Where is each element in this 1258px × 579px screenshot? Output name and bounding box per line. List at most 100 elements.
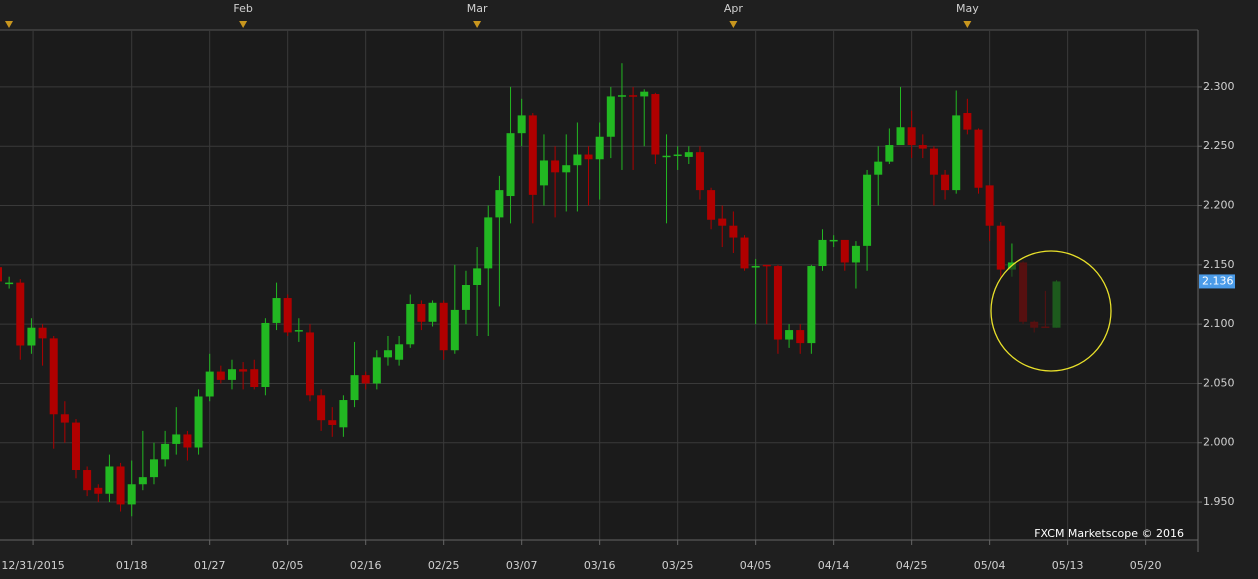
- y-tick-label: 2.000: [1203, 436, 1235, 449]
- candle-body: [929, 148, 938, 175]
- candle-body: [996, 225, 1005, 270]
- x-tick-label: 05/20: [1130, 559, 1162, 572]
- candle-body: [116, 466, 125, 505]
- month-label: Feb: [233, 2, 252, 15]
- candle-body: [395, 344, 404, 360]
- candle-body: [662, 155, 671, 158]
- candle-body: [38, 327, 47, 339]
- candle-body: [372, 357, 381, 384]
- y-tick-label: 2.050: [1203, 376, 1235, 389]
- candle-body: [896, 127, 905, 146]
- candle-body: [584, 154, 593, 160]
- candle-body: [974, 129, 983, 188]
- candle-body: [138, 477, 147, 485]
- candle-body: [0, 267, 2, 282]
- candle-body: [718, 218, 727, 226]
- candle-body: [149, 459, 158, 478]
- candle-body: [918, 145, 927, 149]
- candle-body: [283, 298, 292, 333]
- candle-body: [528, 115, 537, 195]
- candle-body: [851, 245, 860, 263]
- candle-body: [94, 487, 103, 494]
- candle-body: [684, 152, 693, 157]
- month-marker: [729, 21, 738, 28]
- month-label: May: [956, 2, 979, 15]
- candle-body: [673, 154, 682, 157]
- candle-body: [383, 350, 392, 358]
- highlight-circle: [990, 250, 1112, 372]
- candle-body: [840, 239, 849, 263]
- candle-body: [640, 91, 649, 97]
- candle-body: [963, 113, 972, 130]
- month-label: Mar: [467, 2, 488, 15]
- x-tick-label: 12/31/2015: [1, 559, 64, 572]
- candle-body: [740, 237, 749, 269]
- candle-body: [127, 484, 136, 505]
- last-price-box: [1199, 274, 1235, 289]
- candle-body: [5, 282, 14, 285]
- candle-body: [105, 466, 114, 494]
- candle-body: [985, 185, 994, 226]
- x-tick-label: 05/13: [1052, 559, 1084, 572]
- y-tick-label: 2.150: [1203, 258, 1235, 271]
- x-tick-label: 03/16: [584, 559, 616, 572]
- candle-body: [194, 396, 203, 448]
- candle-body: [250, 369, 259, 387]
- candle-body: [595, 136, 604, 160]
- candle-body: [707, 190, 716, 220]
- candle-body: [272, 298, 281, 323]
- x-tick-label: 02/25: [428, 559, 460, 572]
- y-tick-label: 2.200: [1203, 199, 1235, 212]
- candle-body: [829, 239, 838, 242]
- candle-body: [617, 95, 626, 97]
- candle-body: [629, 95, 638, 97]
- candle-body: [818, 239, 827, 267]
- candle-body: [785, 330, 794, 340]
- candle-body: [461, 285, 470, 310]
- x-tick-label: 02/16: [350, 559, 382, 572]
- candle-body: [49, 338, 58, 415]
- last-price-label: 2.136: [1202, 274, 1234, 287]
- x-tick-label: 03/25: [662, 559, 694, 572]
- candle-body: [495, 190, 504, 218]
- candle-body: [439, 302, 448, 351]
- candle-body: [161, 443, 170, 460]
- candle-body: [27, 327, 36, 346]
- month-marker: [239, 21, 248, 28]
- candle-body: [573, 154, 582, 166]
- candle-body: [473, 268, 482, 285]
- candle-body: [539, 160, 548, 186]
- candle-body: [952, 115, 961, 191]
- candle-body: [874, 161, 883, 175]
- candle-body: [227, 369, 236, 380]
- watermark: FXCM Marketscope © 2016: [1034, 527, 1184, 540]
- candle-body: [172, 434, 181, 444]
- candle-body: [484, 217, 493, 269]
- y-tick-label: 2.100: [1203, 317, 1235, 330]
- x-tick-label: 05/04: [974, 559, 1006, 572]
- x-tick-label: 04/25: [896, 559, 928, 572]
- candle-body: [239, 369, 248, 372]
- candle-body: [551, 160, 560, 173]
- candle-body: [562, 165, 571, 173]
- month-marker: [473, 21, 482, 28]
- candle-body: [606, 96, 615, 137]
- candle-body: [339, 400, 348, 428]
- candle-body: [294, 330, 303, 332]
- x-tick-label: 01/27: [194, 559, 226, 572]
- candle-body: [428, 302, 437, 322]
- candle-body: [751, 266, 760, 268]
- candle-body: [183, 434, 192, 448]
- candle-body: [71, 422, 80, 471]
- candle-body: [762, 264, 771, 267]
- y-tick-label: 1.950: [1203, 495, 1235, 508]
- candle-body: [773, 266, 782, 340]
- candle-body: [907, 127, 916, 146]
- candle-body: [317, 395, 326, 421]
- candle-body: [261, 322, 270, 387]
- candle-body: [517, 115, 526, 134]
- candle-body: [205, 371, 214, 397]
- month-marker: [963, 21, 972, 28]
- candle-body: [796, 330, 805, 344]
